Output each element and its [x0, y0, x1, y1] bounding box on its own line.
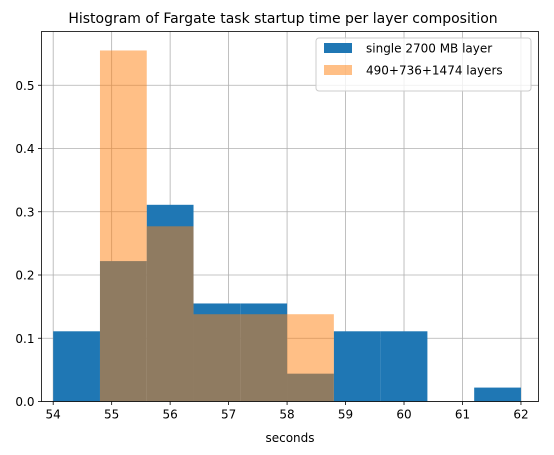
- histogram-bar-series-1: [380, 331, 428, 402]
- histogram-bar-series-1: [474, 387, 521, 402]
- histogram-bar-series-2: [193, 314, 241, 402]
- x-tick-label: 60: [396, 408, 411, 422]
- x-tick-label: 58: [279, 408, 294, 422]
- legend: single 2700 MB layer 490+736+1474 layers: [315, 37, 532, 92]
- x-tick-label: 62: [513, 408, 528, 422]
- y-tick-label: 0.5: [15, 79, 34, 93]
- histogram-bar-series-2: [240, 314, 288, 402]
- legend-label: single 2700 MB layer: [366, 42, 492, 56]
- y-tick-label: 0.0: [15, 395, 34, 409]
- y-tick-label: 0.3: [15, 205, 34, 219]
- y-axis-ticks: 0.0 0.1 0.2 0.3 0.4 0.5: [15, 79, 42, 409]
- legend-swatch: [324, 65, 352, 75]
- x-tick-label: 59: [338, 408, 353, 422]
- legend-box: [315, 37, 532, 92]
- legend-swatch: [324, 43, 352, 53]
- x-tick-label: 56: [162, 408, 177, 422]
- x-axis-label: seconds: [265, 431, 314, 445]
- bars: [53, 50, 521, 402]
- x-tick-label: 57: [221, 408, 236, 422]
- y-tick-label: 0.1: [15, 332, 34, 346]
- x-tick-label: 61: [455, 408, 470, 422]
- legend-label: 490+736+1474 layers: [366, 64, 503, 78]
- x-axis-ticks: 54 55 56 57 58 59 60 61 62: [46, 401, 529, 422]
- y-tick-label: 0.2: [15, 269, 34, 283]
- x-tick-label: 54: [46, 408, 61, 422]
- histogram-bar-series-2: [287, 314, 334, 402]
- x-tick-label: 55: [104, 408, 119, 422]
- plot-frame: [41, 31, 539, 402]
- chart-title: Histogram of Fargate task startup time p…: [68, 11, 497, 27]
- histogram-bar-series-1: [53, 331, 100, 402]
- y-tick-label: 0.4: [15, 142, 34, 156]
- histogram-bar-series-1: [333, 331, 381, 402]
- histogram-bar-series-2: [146, 226, 194, 402]
- histogram-bar-series-2: [99, 50, 147, 402]
